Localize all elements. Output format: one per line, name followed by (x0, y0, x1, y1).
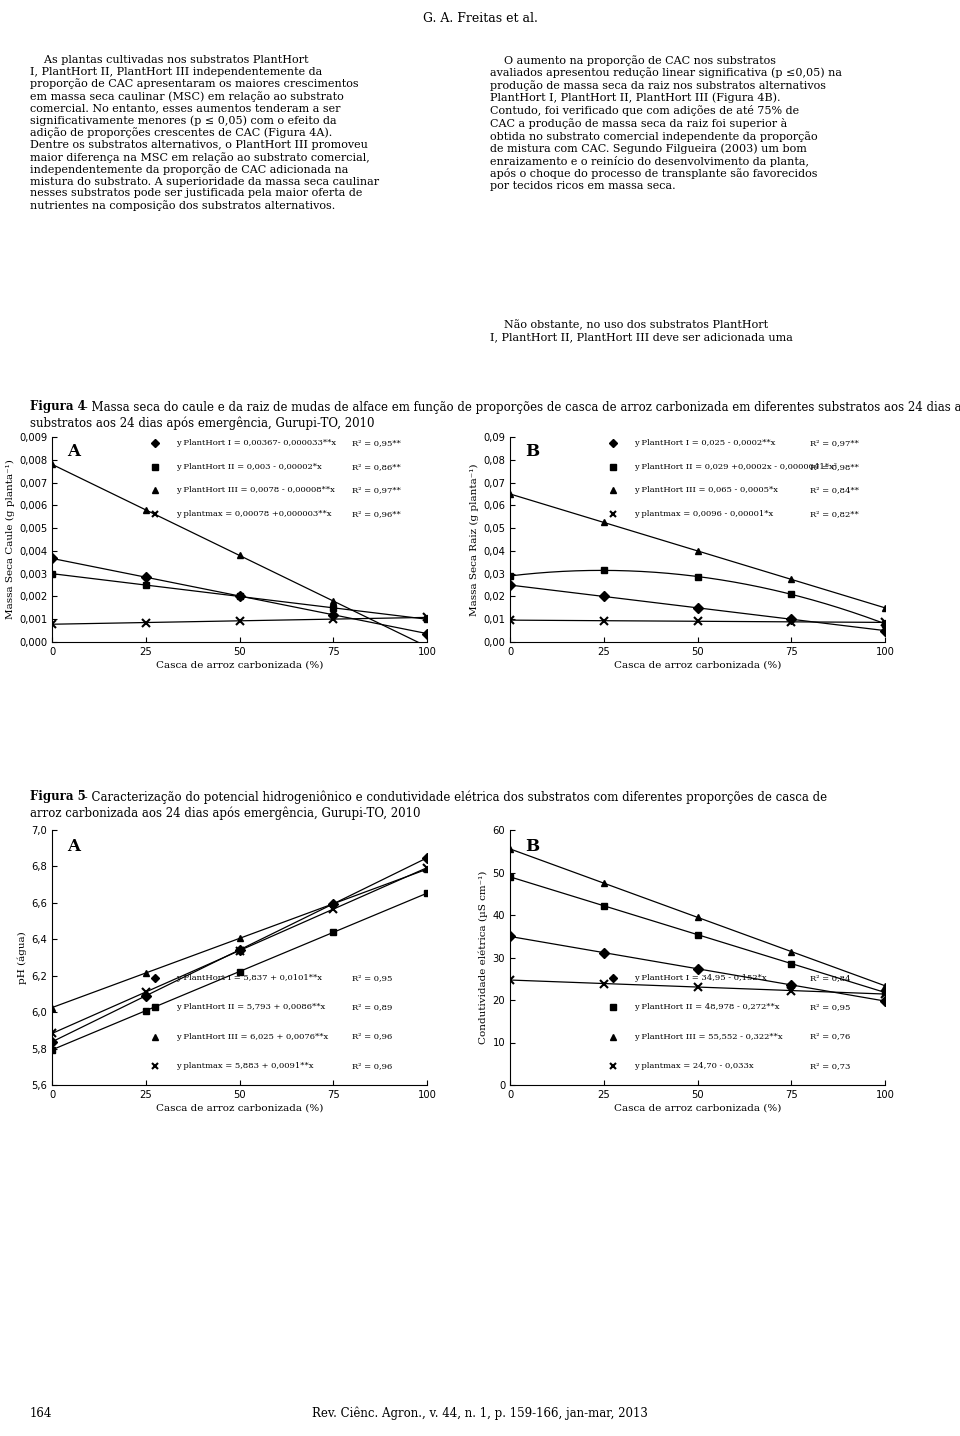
Text: A: A (67, 444, 80, 460)
Text: y PlantHort III = 0,0078 - 0,00008**x: y PlantHort III = 0,0078 - 0,00008**x (176, 487, 335, 494)
X-axis label: Casca de arroz carbonizada (%): Casca de arroz carbonizada (%) (613, 1104, 781, 1113)
Text: G. A. Freitas et al.: G. A. Freitas et al. (422, 11, 538, 24)
Text: As plantas cultivadas nos substratos PlantHort
I, PlantHort II, PlantHort III in: As plantas cultivadas nos substratos Pla… (30, 55, 379, 211)
Text: y PlantHort I = 5,837 + 0,0101**x: y PlantHort I = 5,837 + 0,0101**x (176, 974, 322, 982)
Text: R² = 0,86**: R² = 0,86** (352, 462, 400, 471)
Text: R² = 0,95**: R² = 0,95** (352, 439, 401, 447)
Text: R² = 0,96: R² = 0,96 (352, 1032, 393, 1041)
Text: y PlantHort II = 48,978 - 0,272**x: y PlantHort II = 48,978 - 0,272**x (634, 1004, 780, 1011)
Text: R² = 0,82**: R² = 0,82** (810, 510, 859, 518)
Text: R² = 0,84: R² = 0,84 (810, 974, 851, 982)
Text: y plantmax = 5,883 + 0,0091**x: y plantmax = 5,883 + 0,0091**x (176, 1061, 313, 1070)
Text: B: B (525, 444, 540, 460)
X-axis label: Casca de arroz carbonizada (%): Casca de arroz carbonizada (%) (156, 661, 324, 671)
Text: Figura 4: Figura 4 (30, 401, 85, 414)
Text: y PlantHort III = 0,065 - 0,0005*x: y PlantHort III = 0,065 - 0,0005*x (634, 487, 778, 494)
Text: substratos aos 24 dias após emergência, Gurupi-TO, 2010: substratos aos 24 dias após emergência, … (30, 416, 374, 429)
Text: A: A (67, 837, 80, 854)
X-axis label: Casca de arroz carbonizada (%): Casca de arroz carbonizada (%) (613, 661, 781, 671)
Text: O aumento na proporção de CAC nos substratos
avaliados apresentou redução linear: O aumento na proporção de CAC nos substr… (490, 55, 842, 191)
Text: y PlantHort II = 0,029 +0,0002x - 0,0000041*x²: y PlantHort II = 0,029 +0,0002x - 0,0000… (634, 462, 837, 471)
Text: R² = 0,95: R² = 0,95 (352, 974, 393, 982)
Text: y PlantHort I = 0,025 - 0,0002**x: y PlantHort I = 0,025 - 0,0002**x (634, 439, 775, 447)
Text: y PlantHort I = 34,95 - 0,152*x: y PlantHort I = 34,95 - 0,152*x (634, 974, 766, 982)
Text: R² = 0,96**: R² = 0,96** (352, 510, 400, 518)
Text: R² = 0,73: R² = 0,73 (810, 1061, 851, 1070)
Text: R² = 0,98**: R² = 0,98** (810, 462, 859, 471)
Text: arroz carbonizada aos 24 dias após emergência, Gurupi-TO, 2010: arroz carbonizada aos 24 dias após emerg… (30, 806, 420, 820)
Text: - Massa seca do caule e da raiz de mudas de alface em função de proporções de ca: - Massa seca do caule e da raiz de mudas… (80, 401, 960, 414)
Text: R² = 0,76: R² = 0,76 (810, 1032, 851, 1041)
Text: Não obstante, no uso dos substratos PlantHort
I, PlantHort II, PlantHort III dev: Não obstante, no uso dos substratos Plan… (490, 320, 793, 342)
Y-axis label: Massa Seca Caule (g planta⁻¹): Massa Seca Caule (g planta⁻¹) (6, 460, 14, 619)
Text: B: B (525, 837, 540, 854)
Text: - Caracterização do potencial hidrogeniônico e condutividade elétrica dos substr: - Caracterização do potencial hidrogeniô… (80, 790, 828, 804)
Text: R² = 0,95: R² = 0,95 (810, 1004, 851, 1011)
Text: R² = 0,84**: R² = 0,84** (810, 487, 859, 494)
Text: R² = 0,89: R² = 0,89 (352, 1004, 393, 1011)
Text: y PlantHort III = 6,025 + 0,0076**x: y PlantHort III = 6,025 + 0,0076**x (176, 1032, 328, 1041)
Text: y PlantHort III = 55,552 - 0,322**x: y PlantHort III = 55,552 - 0,322**x (634, 1032, 782, 1041)
Text: y plantmax = 0,00078 +0,000003**x: y plantmax = 0,00078 +0,000003**x (176, 510, 331, 518)
Y-axis label: pH (água): pH (água) (17, 931, 27, 984)
Text: Rev. Ciênc. Agron., v. 44, n. 1, p. 159-166, jan-mar, 2013: Rev. Ciênc. Agron., v. 44, n. 1, p. 159-… (312, 1406, 648, 1420)
Text: R² = 0,97**: R² = 0,97** (810, 439, 859, 447)
X-axis label: Casca de arroz carbonizada (%): Casca de arroz carbonizada (%) (156, 1104, 324, 1113)
Y-axis label: Massa Seca Raiz (g planta⁻¹): Massa Seca Raiz (g planta⁻¹) (469, 464, 479, 616)
Text: y PlantHort II = 5,793 + 0,0086**x: y PlantHort II = 5,793 + 0,0086**x (176, 1004, 325, 1011)
Text: Figura 5: Figura 5 (30, 790, 85, 803)
Text: R² = 0,97**: R² = 0,97** (352, 487, 401, 494)
Y-axis label: Condutividade elétrica (µS cm⁻¹): Condutividade elétrica (µS cm⁻¹) (479, 870, 489, 1044)
Text: y PlantHort II = 0,003 - 0,00002*x: y PlantHort II = 0,003 - 0,00002*x (176, 462, 322, 471)
Text: 164: 164 (30, 1407, 53, 1420)
Text: y PlantHort I = 0,00367- 0,000033**x: y PlantHort I = 0,00367- 0,000033**x (176, 439, 336, 447)
Text: y plantmax = 24,70 - 0,033x: y plantmax = 24,70 - 0,033x (634, 1061, 754, 1070)
Text: R² = 0,96: R² = 0,96 (352, 1061, 393, 1070)
Text: y plantmax = 0,0096 - 0,00001*x: y plantmax = 0,0096 - 0,00001*x (634, 510, 773, 518)
